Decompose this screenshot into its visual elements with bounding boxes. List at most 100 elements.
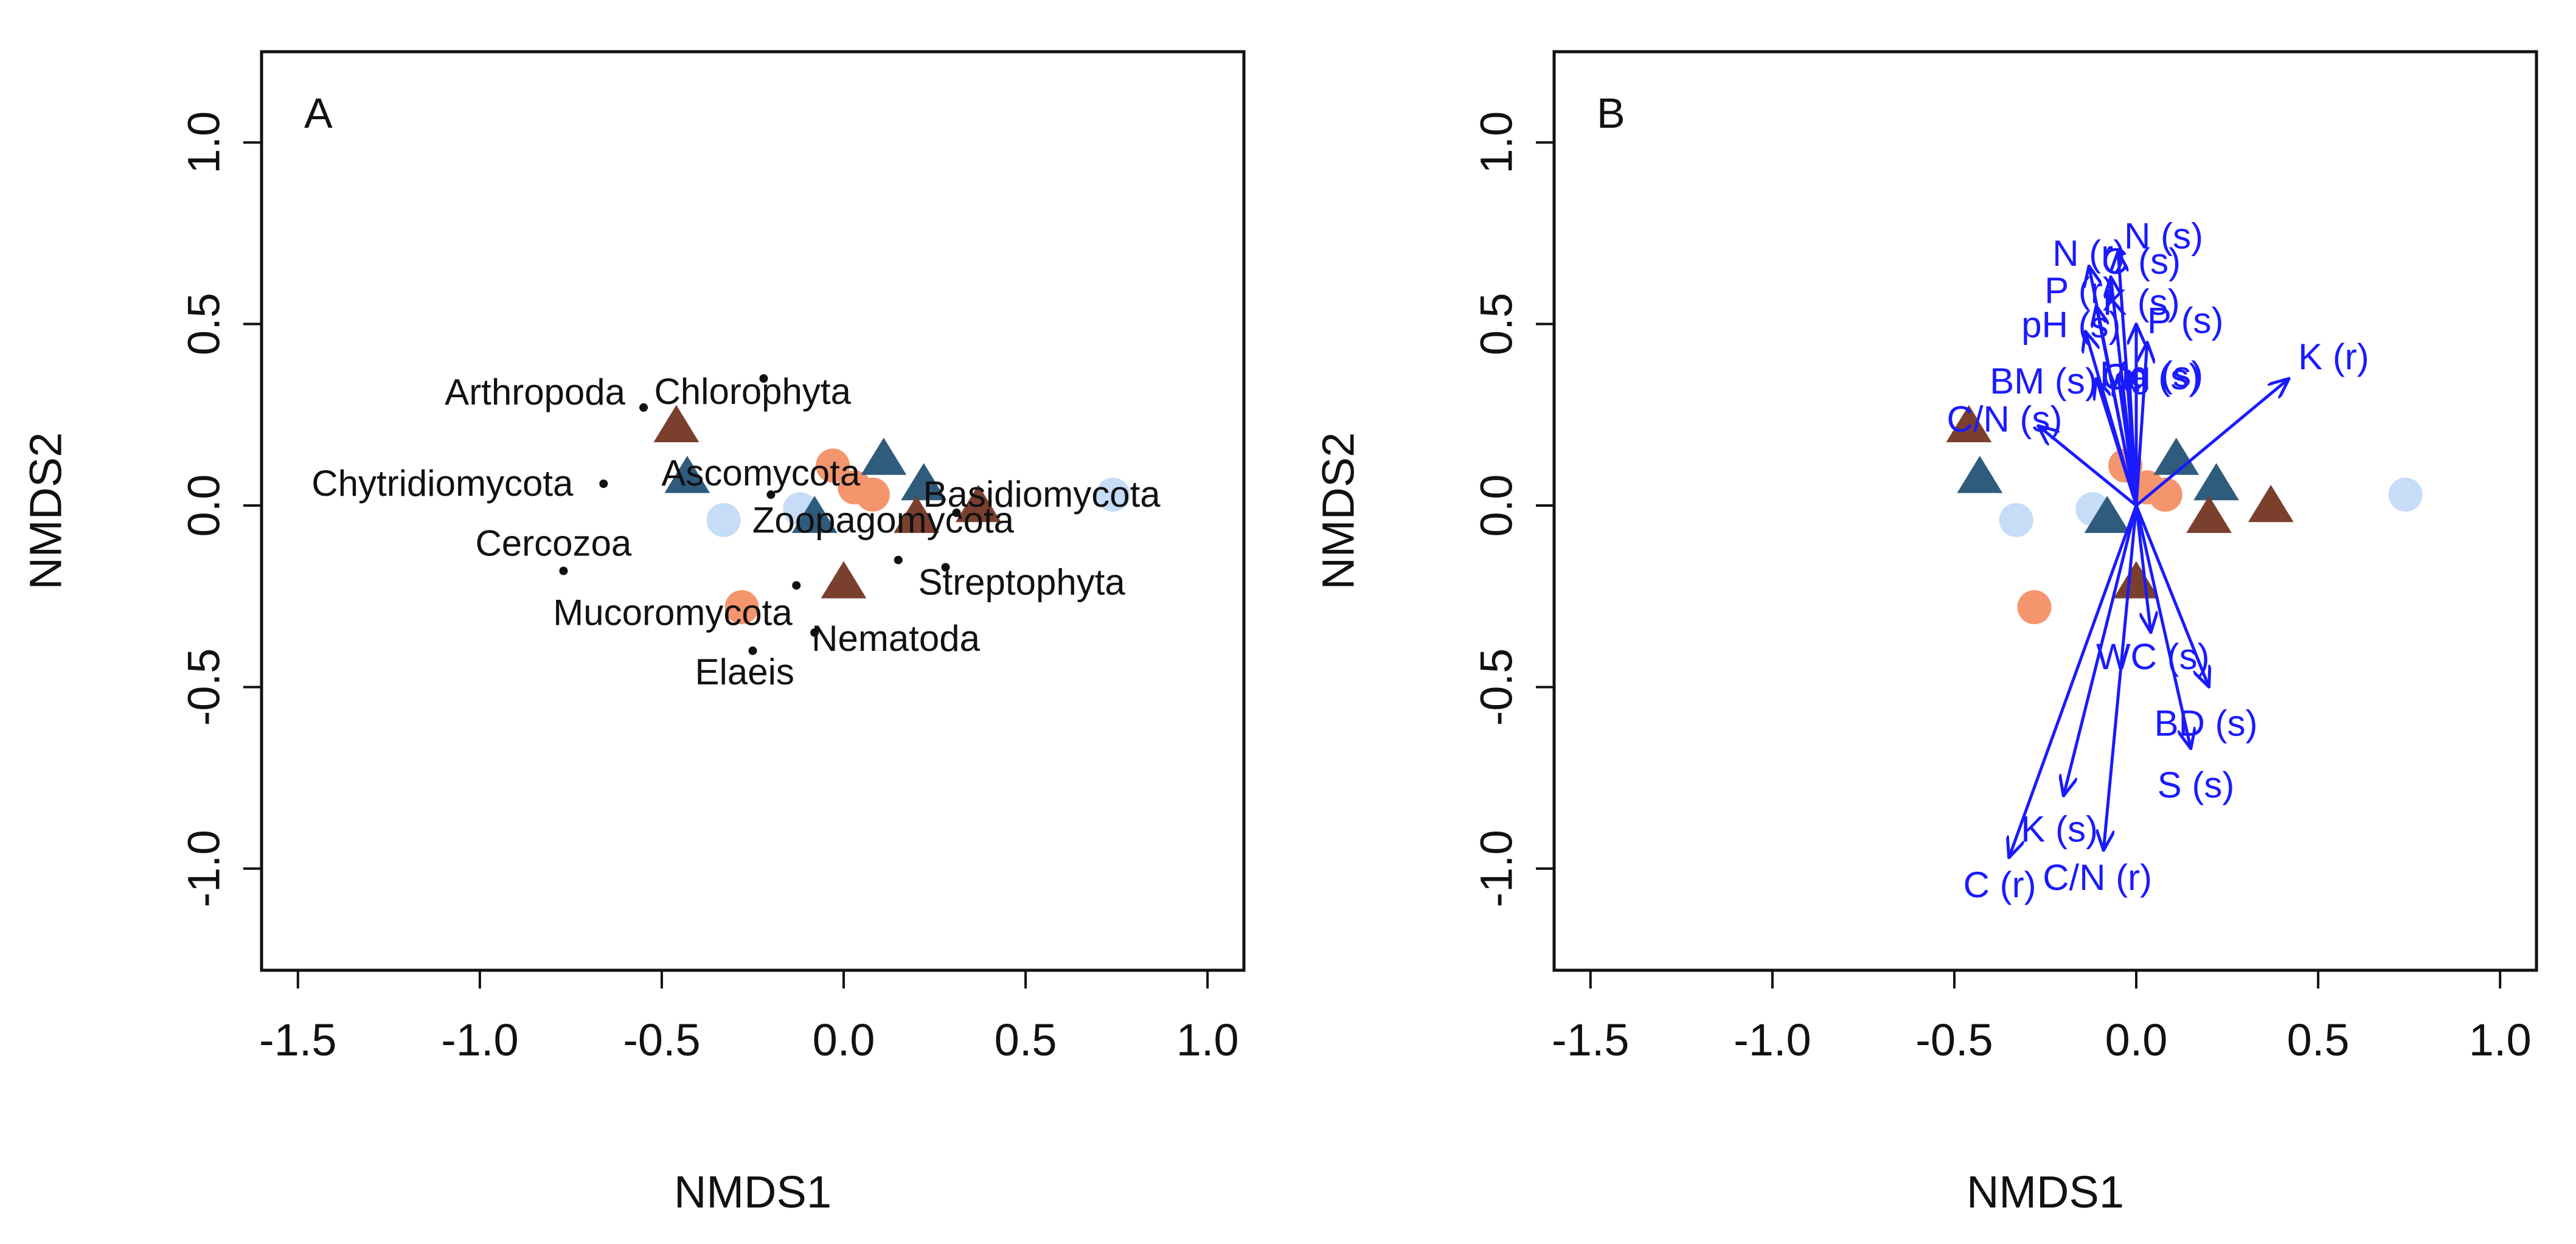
species-label: Basidiomycota [923, 474, 1161, 515]
y-tick-label: -0.5 [179, 648, 229, 726]
env-vector-label: C/N (s) [1947, 399, 2063, 440]
x-tick-label: -1.5 [259, 1015, 337, 1065]
sample-group [653, 405, 1001, 599]
x-tick-label: 0.5 [2287, 1015, 2350, 1065]
env-vector-arrow [2038, 426, 2137, 507]
x-tick-label: -0.5 [623, 1015, 701, 1065]
env-vector-label: K (r) [2298, 336, 2369, 377]
x-tick-label: -1.0 [1734, 1015, 1811, 1065]
sample-point-triangle [653, 405, 700, 442]
env-vector-label: N (s) [2124, 215, 2203, 256]
y-tick-label: -0.5 [1471, 648, 1522, 726]
x-tick-label: 1.0 [2469, 1015, 2532, 1065]
y-axis-title: NMDS2 [1313, 432, 1364, 589]
species-scores: Arthropoda Chlorophyta Chytridiomycota Asco… [311, 371, 1161, 692]
env-vector-arrow [2009, 505, 2138, 858]
env-vector-label: K (s) [2103, 282, 2180, 323]
env-vector-label: P (r) [2044, 270, 2115, 311]
env-vector-label: Ca (s) [2102, 356, 2201, 397]
y-axis: -1.0 -0.5 0.0 0.5 1.0 [179, 111, 263, 908]
env-vector-arrow [2134, 342, 2147, 506]
env-vector-label: C (r) [1963, 864, 2036, 905]
x-axis-title: NMDS1 [1967, 1167, 2124, 1217]
env-vector-arrow [2134, 505, 2209, 687]
species-label: Ascomycota [661, 453, 860, 493]
species-point [941, 563, 950, 572]
y-tick-label: 0.0 [1471, 474, 1522, 537]
sample-group [664, 437, 947, 533]
x-tick-label: -0.5 [1915, 1015, 1993, 1065]
env-vector-label: S (s) [2158, 765, 2235, 805]
y-tick-label: -1.0 [1471, 830, 1522, 908]
y-tick-label: 0.5 [1471, 293, 1522, 355]
env-vector-arrow [2134, 505, 2151, 633]
x-tick-label: -1.5 [1552, 1015, 1630, 1065]
y-axis-title: NMDS2 [21, 432, 71, 589]
x-tick-label: -1.0 [441, 1015, 519, 1065]
env-vector-label: N (r) [2052, 233, 2125, 274]
env-vector-arrow [2063, 505, 2138, 796]
sample-point-triangle [821, 561, 867, 599]
sample-point-circle [2388, 478, 2423, 512]
sample-point-circle [1095, 478, 1130, 512]
env-vector-arrow [2135, 378, 2289, 507]
env-vector-arrow [2096, 378, 2138, 506]
sample-group [1946, 405, 2294, 599]
species-label: Arthropoda [445, 372, 625, 412]
x-tick-label: 0.0 [813, 1015, 875, 1065]
x-tick-label: 0.5 [995, 1015, 1057, 1065]
species-point [894, 555, 903, 565]
sample-point-triangle [2193, 463, 2240, 501]
species-point [792, 581, 801, 590]
env-vector-label: BM (s) [1990, 361, 2097, 401]
species-point [748, 646, 757, 655]
sample-point-triangle [2113, 561, 2159, 599]
sample-point-triangle [861, 437, 907, 475]
sample-point-circle [2148, 478, 2182, 512]
y-tick-label: 1.0 [1471, 111, 1522, 174]
species-label: Chytridiomycota [311, 463, 574, 504]
species-point [810, 628, 819, 637]
species-point [766, 490, 776, 499]
sample-point-triangle [791, 495, 838, 533]
y-tick-label: 1.0 [179, 111, 229, 174]
sample-point-circle [855, 478, 890, 512]
species-point [639, 403, 648, 412]
species-label: Zoopagomycota [752, 500, 1015, 541]
y-tick-label: 0.5 [179, 293, 229, 355]
y-tick-label: -1.0 [179, 830, 229, 908]
x-tick-label: 0.0 [2105, 1015, 2168, 1065]
env-vector-label: P (s) [2147, 300, 2224, 341]
species-label: Nematoda [811, 618, 980, 659]
y-tick-label: 0.0 [179, 474, 229, 537]
env-vector-arrow [2118, 375, 2138, 506]
env-vector-label: K (s) [2021, 809, 2098, 850]
x-axis: -1.5 -1.0 -0.5 0.0 0.5 1.0 [259, 969, 1239, 1065]
env-vector-arrow [2134, 505, 2191, 749]
env-vectors: N (s)N (r)C (s)P (r)pH (s)K (s)P (s)BM (… [1947, 215, 2369, 905]
sample-point-triangle [2153, 437, 2199, 475]
panel-b: -1.5 -1.0 -0.5 0.0 0.5 1.0 NMDS1 -1.0 -0.5 0.0 0.5… [1313, 50, 2538, 1217]
sample-point-triangle [901, 463, 947, 501]
env-vector-label: C (s) [2102, 241, 2181, 282]
species-point [599, 479, 608, 488]
species-point [952, 508, 961, 517]
species-label: Chlorophyta [654, 371, 851, 412]
env-vector-arrow [2129, 371, 2136, 506]
env-vector-label: BD (s) [2154, 703, 2258, 743]
env-vector-label: C/N (r) [2043, 857, 2152, 898]
species-label: Elaeis [695, 652, 794, 692]
sample-point-circle [2017, 590, 2052, 625]
x-tick-label: 1.0 [1176, 1015, 1239, 1065]
sample-point-circle [816, 448, 850, 483]
panel-label: A [304, 89, 333, 137]
species-point [559, 566, 568, 575]
sample-point-triangle [2248, 485, 2294, 523]
sample-group [724, 448, 890, 625]
sample-point-circle [1999, 502, 2033, 537]
sample-point-triangle [2186, 495, 2232, 533]
species-label: Cercozoa [475, 523, 631, 563]
sample-point-triangle [2084, 495, 2130, 533]
panel-label: B [1597, 89, 1625, 137]
